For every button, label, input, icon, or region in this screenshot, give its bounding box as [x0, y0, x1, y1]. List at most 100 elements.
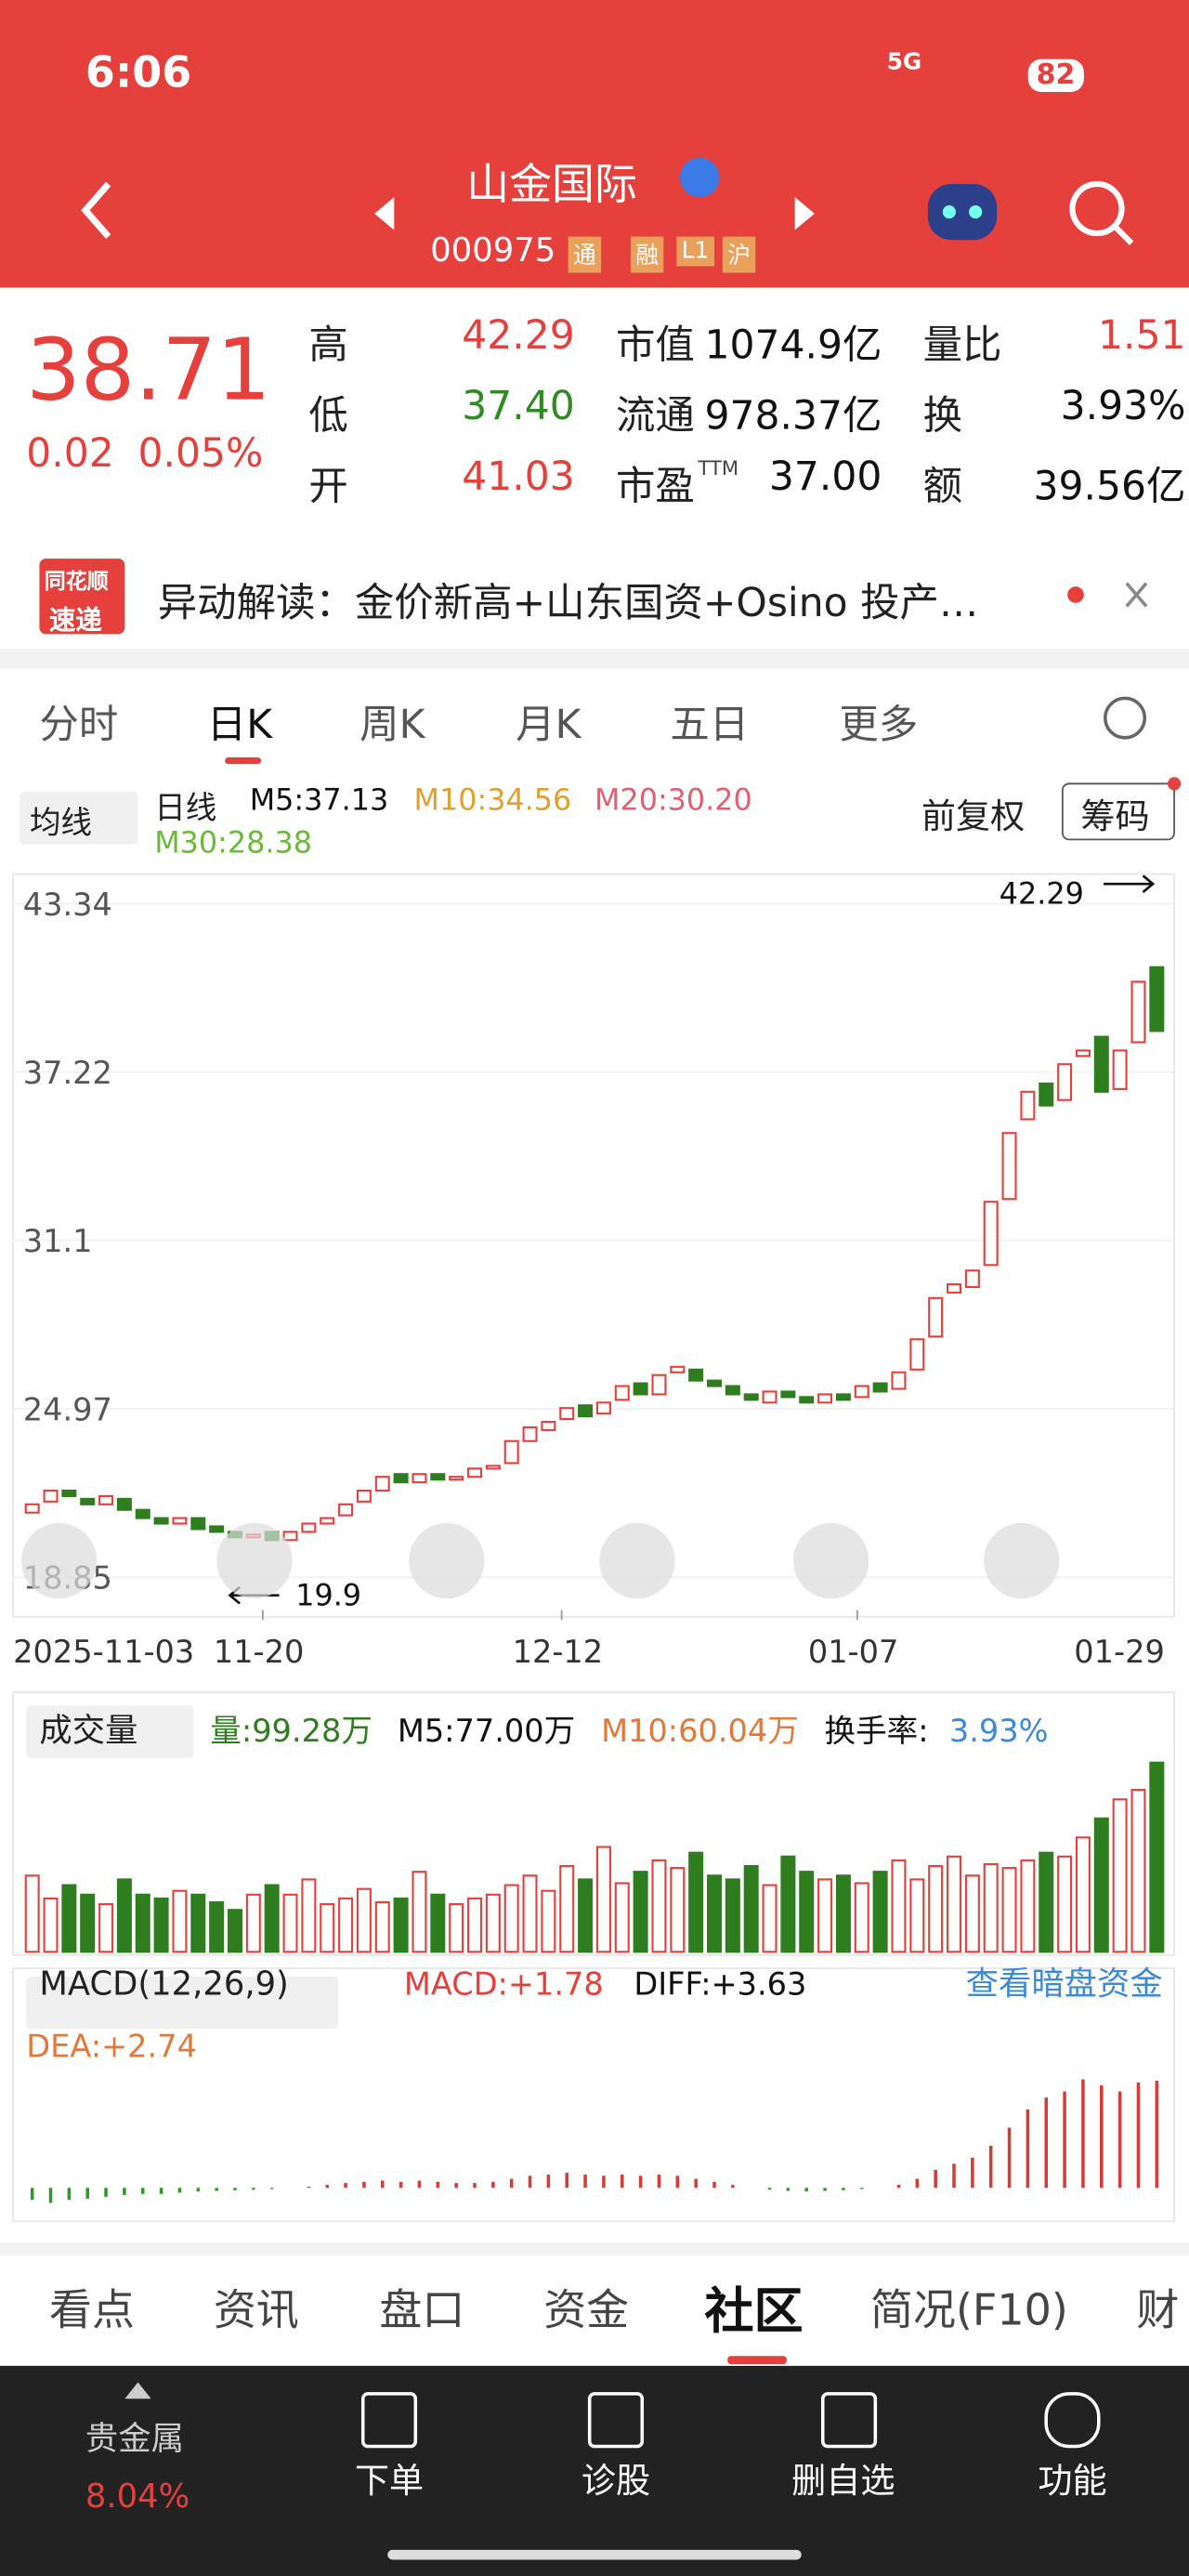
ma-label: M5:37.13 [249, 783, 389, 819]
stat-sup: TTM [698, 456, 739, 480]
volume-bar [651, 1859, 667, 1953]
candle-body [485, 1465, 501, 1470]
nav-item[interactable]: 诊股 [581, 2461, 651, 2501]
tab[interactable]: 周K [359, 701, 425, 748]
tab[interactable]: 月K [516, 701, 581, 748]
chips[interactable]: 筹码 [1080, 796, 1150, 836]
stat-label: 流通 [615, 392, 695, 440]
status-time: 6:06 [85, 49, 192, 99]
volume-bar [872, 1871, 888, 1953]
panel-label: MACD:+1.78 [404, 1965, 604, 2002]
tab[interactable]: 分时 [39, 701, 119, 748]
candle-body [595, 1401, 611, 1415]
candle-body [301, 1522, 317, 1533]
divider [0, 2242, 1189, 2256]
stat-value: 1074.9亿 [704, 322, 882, 369]
volume-bar [1020, 1859, 1036, 1953]
back-icon[interactable] [81, 181, 111, 239]
panel-label: 3.93% [949, 1713, 1049, 1749]
zoom-button[interactable] [20, 1522, 98, 1599]
change-pct: 0.05% [137, 430, 264, 477]
volume-bar [799, 1871, 815, 1953]
candle-body [688, 1368, 704, 1382]
panel-frame [12, 1691, 1175, 1956]
x-tick-label: 01-07 [808, 1634, 899, 1670]
high-label: 42.29 [1000, 875, 1084, 911]
robot-icon[interactable] [927, 184, 998, 241]
bottom-tab[interactable]: 资讯 [213, 2287, 299, 2337]
panel-title: MACD(12,26,9) [39, 1965, 288, 2003]
candle-body [872, 1382, 888, 1393]
candle-body [706, 1379, 723, 1387]
nav-item[interactable]: 功能 [1038, 2461, 1107, 2501]
zoom-button[interactable] [792, 1522, 869, 1599]
search-icon[interactable] [1069, 180, 1125, 237]
settings-icon[interactable] [1104, 696, 1147, 740]
candle-body [1039, 1082, 1054, 1107]
ma-label: M30:28.38 [154, 826, 312, 861]
volume-bar [964, 1874, 980, 1953]
stat-value: 42.29 [462, 311, 575, 359]
nav-item[interactable]: 下单 [354, 2461, 425, 2501]
zoom-button[interactable] [984, 1522, 1060, 1599]
high-arrow [1104, 874, 1156, 894]
nav-icon[interactable] [587, 2392, 645, 2449]
stat-value: 1.51 [1097, 311, 1186, 359]
bottom-tab[interactable]: 看点 [49, 2287, 136, 2337]
stat-label: 低 [308, 392, 348, 440]
bottom-tab[interactable]: 财 [1136, 2287, 1180, 2337]
volume-bar [909, 1878, 925, 1953]
stat-label: 市盈 [615, 463, 695, 510]
candle-body [282, 1531, 298, 1542]
tab[interactable]: 五日 [670, 701, 750, 748]
nav-icon[interactable] [820, 2392, 878, 2449]
zoom-button[interactable] [216, 1522, 293, 1599]
tab[interactable]: 更多 [839, 701, 919, 748]
candle-body [928, 1296, 944, 1338]
volume-bar [172, 1889, 188, 1953]
volume-bar [559, 1864, 575, 1953]
stat-value: 39.56亿 [1033, 463, 1186, 510]
volume-bar [1057, 1855, 1073, 1953]
news-text[interactable]: 异动解读：金价新高+山东国资+Osino 投产… [157, 580, 979, 626]
nav-icon[interactable] [1044, 2392, 1101, 2449]
candle-body [449, 1476, 464, 1481]
ma-selector-text[interactable]: 均线 [29, 805, 93, 842]
zoom-button[interactable] [599, 1522, 675, 1599]
panel-label: M10:60.04万 [601, 1713, 799, 1749]
candle-body [374, 1476, 390, 1492]
panel-label: 换手率: [825, 1713, 929, 1749]
bottom-tab[interactable]: 资金 [543, 2287, 630, 2337]
adjust[interactable]: 前复权 [921, 796, 1026, 836]
candle-body [1149, 966, 1165, 1032]
volume-bar [430, 1893, 446, 1953]
ma-label: M10:34.56 [413, 783, 572, 819]
volume-bar [449, 1903, 464, 1953]
candle-body [356, 1489, 372, 1503]
tab[interactable]: 日K [206, 701, 273, 748]
candle-body [172, 1517, 188, 1525]
bottom-tab[interactable]: 简况(F10) [870, 2287, 1068, 2337]
stat-value: 3.93% [1060, 382, 1186, 429]
sector-name[interactable]: 贵金属 [85, 2418, 185, 2458]
volume-bar [743, 1864, 759, 1953]
close-icon[interactable] [1125, 582, 1148, 608]
chips-button[interactable] [1061, 782, 1175, 841]
bottom-tab[interactable]: 盘口 [379, 2287, 465, 2337]
nav-item[interactable]: 删自选 [791, 2461, 895, 2501]
tab-indicator [225, 757, 262, 765]
ma-label: M20:30.20 [594, 783, 752, 819]
candle-body [633, 1382, 648, 1396]
bottom-tab[interactable]: 社区 [704, 2283, 804, 2342]
zoom-button[interactable] [409, 1522, 485, 1599]
nav-icon[interactable] [360, 2392, 418, 2449]
volume-bar [24, 1874, 40, 1953]
macd-link[interactable]: 查看暗盘资金 [966, 1965, 1163, 2003]
candle-body [947, 1282, 962, 1294]
panel-label: M5:77.00万 [398, 1713, 575, 1749]
tag: 融 [630, 236, 664, 273]
ma-selector[interactable] [20, 792, 138, 845]
volume-bar [1093, 1817, 1109, 1953]
candle-body [670, 1365, 686, 1373]
